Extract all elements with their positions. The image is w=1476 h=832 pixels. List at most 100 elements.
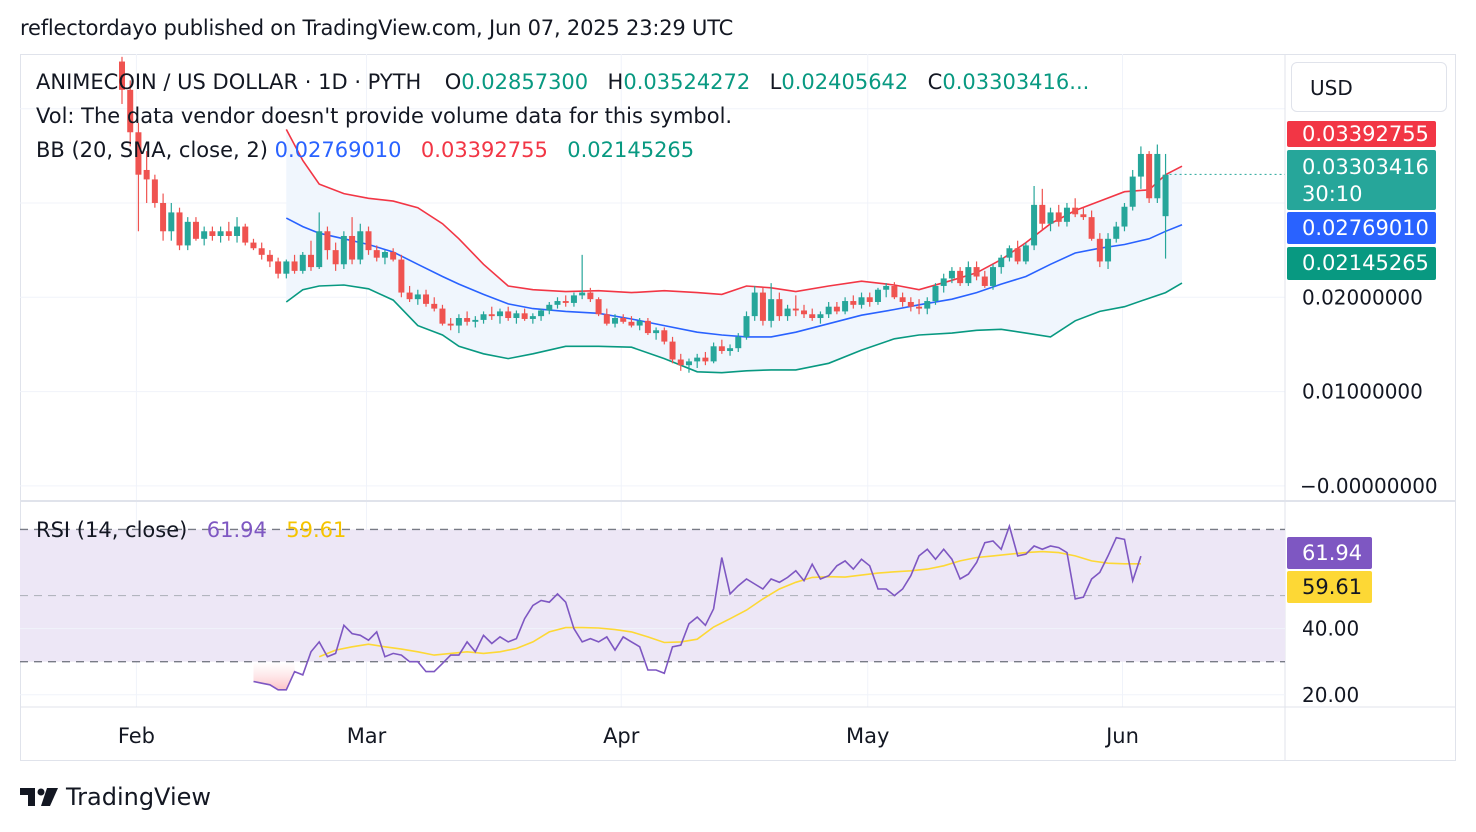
candle-body [965,267,972,284]
candle-body [1105,238,1112,262]
candle [784,304,791,321]
rsi-scale-label: 20.00 [1302,683,1359,707]
rsi-pane [20,523,1285,696]
time-axis-label: Jun [1104,724,1139,748]
candle-body [283,261,290,274]
candle-body [176,212,183,246]
candle [1105,233,1112,269]
bollinger-bands [285,129,1183,374]
candle-body [225,231,232,236]
candle-body [685,361,692,366]
candle-body [1072,207,1079,215]
candle-body [998,257,1005,268]
candle-body [981,276,988,286]
candle-body [192,221,199,239]
candle [529,313,536,324]
candle-body [562,301,569,303]
symbol-name[interactable]: ANIMECOIN / US DOLLAR · 1D · PYTH [36,70,422,94]
candle [759,287,766,326]
candle [710,342,717,364]
candle-body [439,308,446,324]
candle-body [751,292,758,317]
candle-body [307,254,314,268]
chart-frame[interactable] [20,54,1456,761]
candle [209,226,216,241]
candle-body [324,231,331,251]
candle [940,273,947,293]
candle-body [1146,153,1153,199]
rsi-legend[interactable]: RSI (14, close) 61.94 59.61 [36,518,346,542]
bb-legend[interactable]: BB (20, SMA, close, 2) 0.02769010 0.0339… [36,138,694,162]
high-label: H [607,70,624,94]
candle [874,287,881,305]
candle [192,217,199,241]
candle-body [423,294,430,304]
candle [349,217,356,265]
candle [587,287,594,302]
bb-upper-price-tag: 0.03392755 [1287,121,1436,147]
candle-body [554,301,561,305]
candle [677,353,684,371]
candle [521,308,528,321]
candle [1129,169,1136,211]
candle-body [1088,217,1095,239]
candle [612,314,619,328]
symbol-legend[interactable]: ANIMECOIN / US DOLLAR · 1D · PYTH O0.028… [36,70,1089,94]
candle-body [727,348,734,352]
candle-body [340,235,347,265]
candle-body [447,323,454,326]
close-value: 0.03303416... [942,70,1090,94]
candle [275,257,282,279]
candle-body [431,303,438,309]
published-caption: reflectordayo published on TradingView.c… [20,16,734,40]
candle-body [850,301,857,305]
candle-body [948,270,955,279]
time-axis-label: Apr [603,724,640,748]
candle-body [119,61,125,90]
candle [1047,207,1054,232]
candle [858,292,865,309]
candle-body [455,318,462,326]
candle-body [1137,153,1144,177]
candle [307,240,314,271]
candle-body [496,311,503,317]
bb-label[interactable]: BB (20, SMA, close, 2) [36,138,268,162]
candle [151,174,158,208]
candle [119,56,125,104]
last-price-value: 0.03303416 [1302,155,1429,179]
candle-body [275,261,282,274]
rsi-label[interactable]: RSI (14, close) [36,518,188,542]
candle-body [546,304,553,311]
candle [948,267,955,284]
candle-body [1014,248,1021,262]
bb-lower-value: 0.02145265 [567,138,695,162]
candle-body [883,285,890,290]
candle [1006,245,1013,262]
candle [406,285,413,302]
candle [727,344,734,356]
candle-body [529,316,536,319]
candle [743,311,750,340]
candle-body [768,299,775,321]
candle [1137,146,1144,189]
candle-body [809,314,816,319]
candle [1088,210,1095,241]
candle [242,223,249,246]
candle [168,202,175,241]
candle [1039,188,1046,230]
candle [373,245,380,262]
candle [981,270,988,288]
candle [842,297,849,315]
candle-body [776,299,783,317]
candle-body [332,250,339,265]
candle-body [357,231,364,260]
candle-body [1031,204,1038,246]
candle-body [784,308,791,317]
candle-body [258,248,265,255]
candle-body [759,292,766,321]
tradingview-logo[interactable]: TradingView [20,780,211,814]
candle-body [135,132,142,175]
tradingview-logo-text: TradingView [66,783,212,811]
currency-selector[interactable]: USD [1291,62,1447,112]
